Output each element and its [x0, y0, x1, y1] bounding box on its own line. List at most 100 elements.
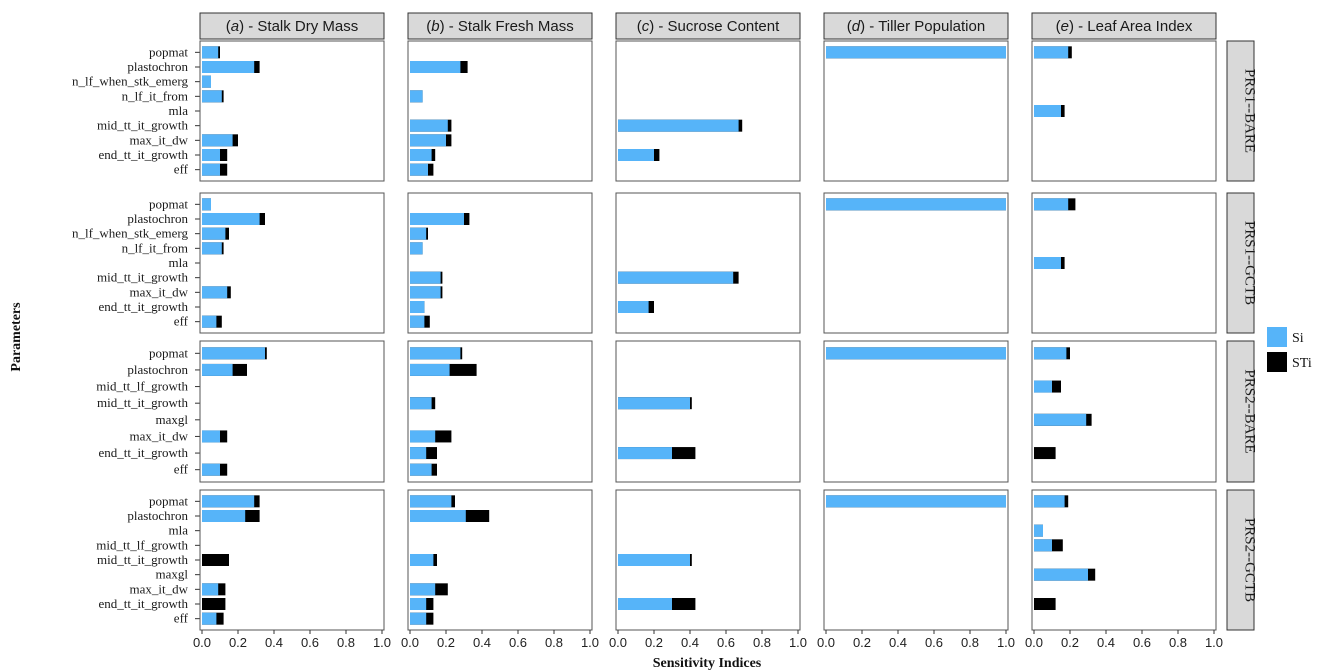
parameter-label: max_it_dw	[130, 581, 189, 596]
parameter-label: end_tt_it_growth	[98, 445, 188, 460]
parameter-label: maxgl	[156, 567, 189, 582]
bar-si	[202, 227, 226, 240]
legend-swatch-si	[1267, 327, 1287, 347]
bar-si	[1034, 257, 1061, 269]
column-strip	[823, 12, 1009, 40]
bar-si	[410, 430, 436, 443]
panel	[199, 340, 385, 483]
bar-si	[410, 61, 461, 73]
panel	[1031, 489, 1217, 631]
parameter-label: n_lf_when_stk_emerg	[72, 74, 189, 89]
parameter-label: mid_tt_it_growth	[97, 118, 189, 133]
bar-si	[618, 598, 672, 610]
bar-si	[410, 495, 452, 508]
parameter-label: n_lf_it_from	[122, 240, 188, 255]
bar-si	[202, 46, 219, 59]
bar-si	[202, 213, 260, 225]
x-tick-label: 0.4	[1097, 635, 1115, 650]
x-tick-label: 1.0	[1205, 635, 1223, 650]
bar-si	[202, 463, 220, 476]
bar-si	[410, 463, 432, 476]
bar-si	[1034, 198, 1069, 211]
column-strip	[615, 12, 801, 40]
parameter-label: plastochron	[127, 211, 188, 226]
legend-swatch-sti	[1267, 352, 1287, 372]
bar-si	[202, 495, 255, 508]
x-tick-label: 0.0	[609, 635, 627, 650]
parameter-label: popmat	[149, 196, 188, 211]
parameter-label: popmat	[149, 493, 188, 508]
bar-si	[1034, 495, 1065, 508]
x-tick-label: 0.8	[961, 635, 979, 650]
bar-si	[410, 271, 441, 284]
row-strip-label: PRS1--BARE	[1242, 69, 1258, 153]
legend-label-sti: STi	[1292, 356, 1312, 371]
bar-si	[410, 227, 427, 240]
bar-si	[202, 363, 233, 376]
bar-si	[826, 46, 1006, 59]
bar-si	[202, 347, 265, 360]
facet-grid: (a) - Stalk Dry Mass (b) - Stalk Fresh Ma…	[72, 12, 1258, 650]
bar-si	[202, 90, 222, 103]
x-tick-label: 0.6	[925, 635, 943, 650]
bar-si	[410, 119, 448, 132]
x-tick-label: 0.6	[717, 635, 735, 650]
parameter-label: end_tt_it_growth	[98, 596, 188, 611]
bar-si	[410, 612, 427, 625]
bar-si	[410, 242, 423, 255]
legend: Si STi	[1267, 327, 1312, 372]
x-tick-label: 0.0	[401, 635, 419, 650]
bar-si	[410, 90, 423, 103]
row-strip	[1226, 489, 1255, 631]
bar-si	[410, 163, 428, 176]
bar-si	[202, 198, 211, 211]
parameter-label: eff	[174, 611, 189, 626]
bar-si	[618, 119, 739, 132]
panel	[823, 340, 1009, 483]
parameter-label: popmat	[149, 44, 188, 59]
bar-si	[826, 198, 1006, 211]
parameter-label: eff	[174, 162, 189, 177]
bar-si	[202, 163, 220, 176]
parameter-label: end_tt_it_growth	[98, 299, 188, 314]
x-tick-label: 0.8	[337, 635, 355, 650]
bar-si	[826, 347, 1006, 360]
bar-si	[202, 430, 220, 443]
panel	[407, 340, 593, 483]
bar-si	[202, 510, 246, 522]
bar-si	[618, 301, 649, 313]
parameter-label: mla	[169, 103, 189, 118]
parameter-label: n_lf_when_stk_emerg	[72, 226, 189, 241]
panel	[823, 192, 1009, 334]
x-tick-label: 0.2	[437, 635, 455, 650]
bar-si	[826, 495, 1006, 508]
parameter-label: max_it_dw	[130, 284, 189, 299]
bar-si	[410, 149, 432, 161]
bar-si	[410, 134, 446, 147]
x-tick-label: 0.2	[645, 635, 663, 650]
parameter-label: mid_tt_lf_growth	[96, 379, 188, 394]
x-tick-label: 0.8	[545, 635, 563, 650]
parameter-label: plastochron	[127, 508, 188, 523]
parameter-label: mid_tt_it_growth	[97, 552, 189, 567]
bar-si	[410, 598, 427, 610]
parameter-label: plastochron	[127, 59, 188, 74]
x-tick-label: 0.4	[681, 635, 699, 650]
x-tick-label: 0.2	[853, 635, 871, 650]
bar-si	[618, 554, 690, 566]
parameter-label: n_lf_it_from	[122, 88, 188, 103]
bar-si	[410, 315, 425, 328]
parameter-label: mla	[169, 523, 189, 538]
bar-si	[410, 363, 450, 376]
parameter-label: end_tt_it_growth	[98, 147, 188, 162]
parameter-label: plastochron	[127, 362, 188, 377]
x-tick-label: 1.0	[373, 635, 391, 650]
bar-si	[1034, 347, 1067, 360]
column-strip	[1031, 12, 1217, 40]
column-strip	[407, 12, 593, 40]
bar-si	[618, 447, 672, 460]
bar-si	[618, 271, 734, 284]
x-tick-label: 0.4	[473, 635, 491, 650]
bar-si	[410, 583, 436, 596]
